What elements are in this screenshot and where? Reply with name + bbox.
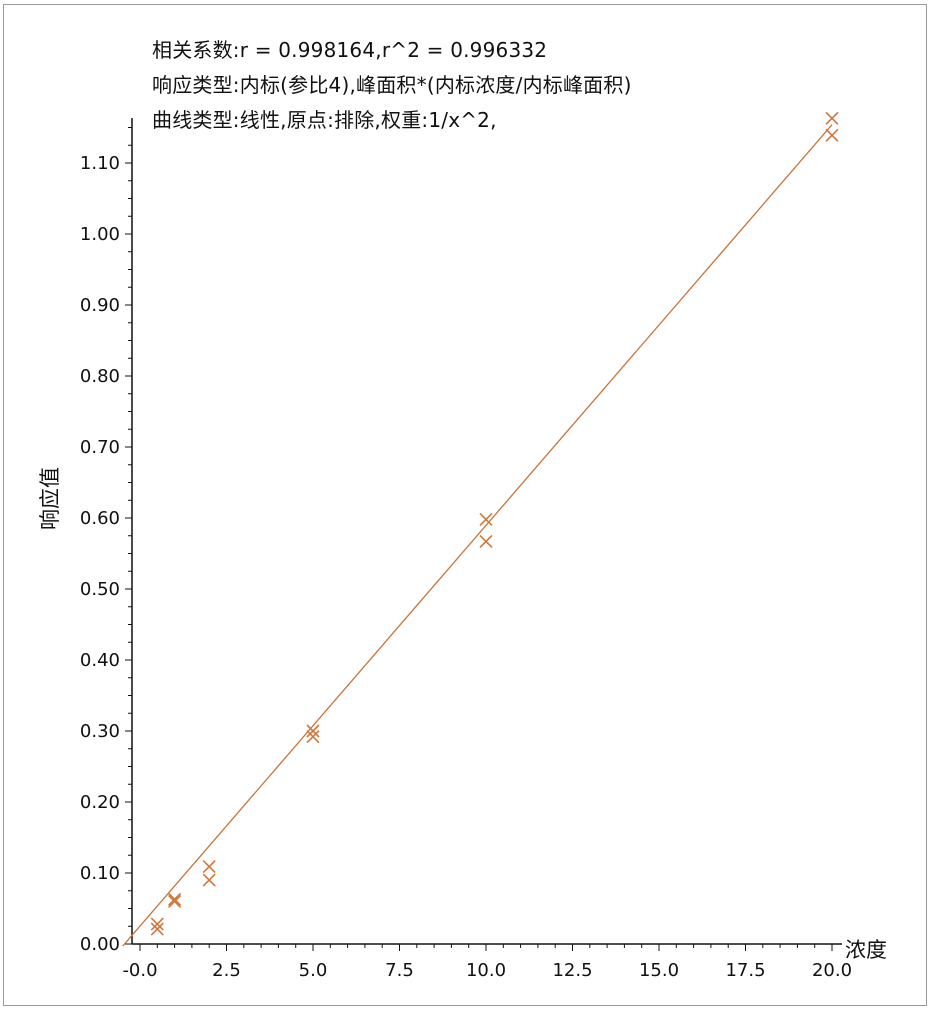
data-point-marker [479, 534, 493, 548]
data-point-marker [306, 730, 320, 744]
x-tick-label: 5.0 [299, 960, 328, 981]
marker-stroke [150, 922, 164, 936]
marker-stroke [825, 128, 839, 142]
y-tick-label: 1.10 [80, 153, 120, 174]
y-tick-label: 0.40 [80, 650, 120, 671]
y-tick-label: 0.10 [80, 863, 120, 884]
data-point-marker [202, 860, 216, 874]
marker-stroke [202, 860, 216, 874]
y-tick-label: 0.60 [80, 508, 120, 529]
data-point-marker [202, 873, 216, 887]
y-tick-label: 1.00 [80, 224, 120, 245]
x-tick-label: 20.0 [812, 960, 852, 981]
marker-stroke [306, 724, 320, 738]
curve-type-text: 曲线类型:线性,原点:排除,权重:1/x^2, [152, 108, 497, 132]
marker-stroke [150, 917, 164, 931]
y-tick-label: 0.50 [80, 579, 120, 600]
x-tick-label: 15.0 [639, 960, 679, 981]
calibration-fit-line [122, 124, 833, 947]
x-tick-label: -0.0 [122, 960, 157, 981]
y-tick-label: 0.80 [80, 366, 120, 387]
x-axis-label: 浓度 [845, 938, 887, 962]
correlation-text: 相关系数:r = 0.998164,r^2 = 0.996332 [152, 38, 548, 62]
data-point-marker [150, 922, 164, 936]
y-tick-label: 0.30 [80, 721, 120, 742]
response-type-text: 响应类型:内标(参比4),峰面积*(内标浓度/内标峰面积) [152, 73, 632, 97]
x-tick-label: 7.5 [385, 960, 414, 981]
y-tick-label: 0.00 [80, 934, 120, 955]
y-tick-label: 0.70 [80, 437, 120, 458]
data-point-marker [168, 892, 182, 906]
marker-stroke [168, 892, 182, 906]
marker-stroke [168, 894, 182, 908]
x-tick-label: 17.5 [725, 960, 765, 981]
x-tick-label: 10.0 [466, 960, 506, 981]
marker-stroke [202, 873, 216, 887]
data-point-marker [306, 724, 320, 738]
y-tick-label: 0.20 [80, 792, 120, 813]
marker-stroke [479, 534, 493, 548]
marker-stroke [479, 512, 493, 526]
data-point-marker [825, 111, 839, 125]
data-point-marker [150, 917, 164, 931]
data-point-marker [479, 512, 493, 526]
x-tick-label: 12.5 [552, 960, 592, 981]
y-tick-label: 0.90 [80, 295, 120, 316]
chart-frame [3, 4, 927, 1006]
x-tick-label: 2.5 [212, 960, 241, 981]
marker-stroke [306, 730, 320, 744]
data-point-marker [825, 128, 839, 142]
marker-stroke [825, 111, 839, 125]
data-point-marker [168, 894, 182, 908]
